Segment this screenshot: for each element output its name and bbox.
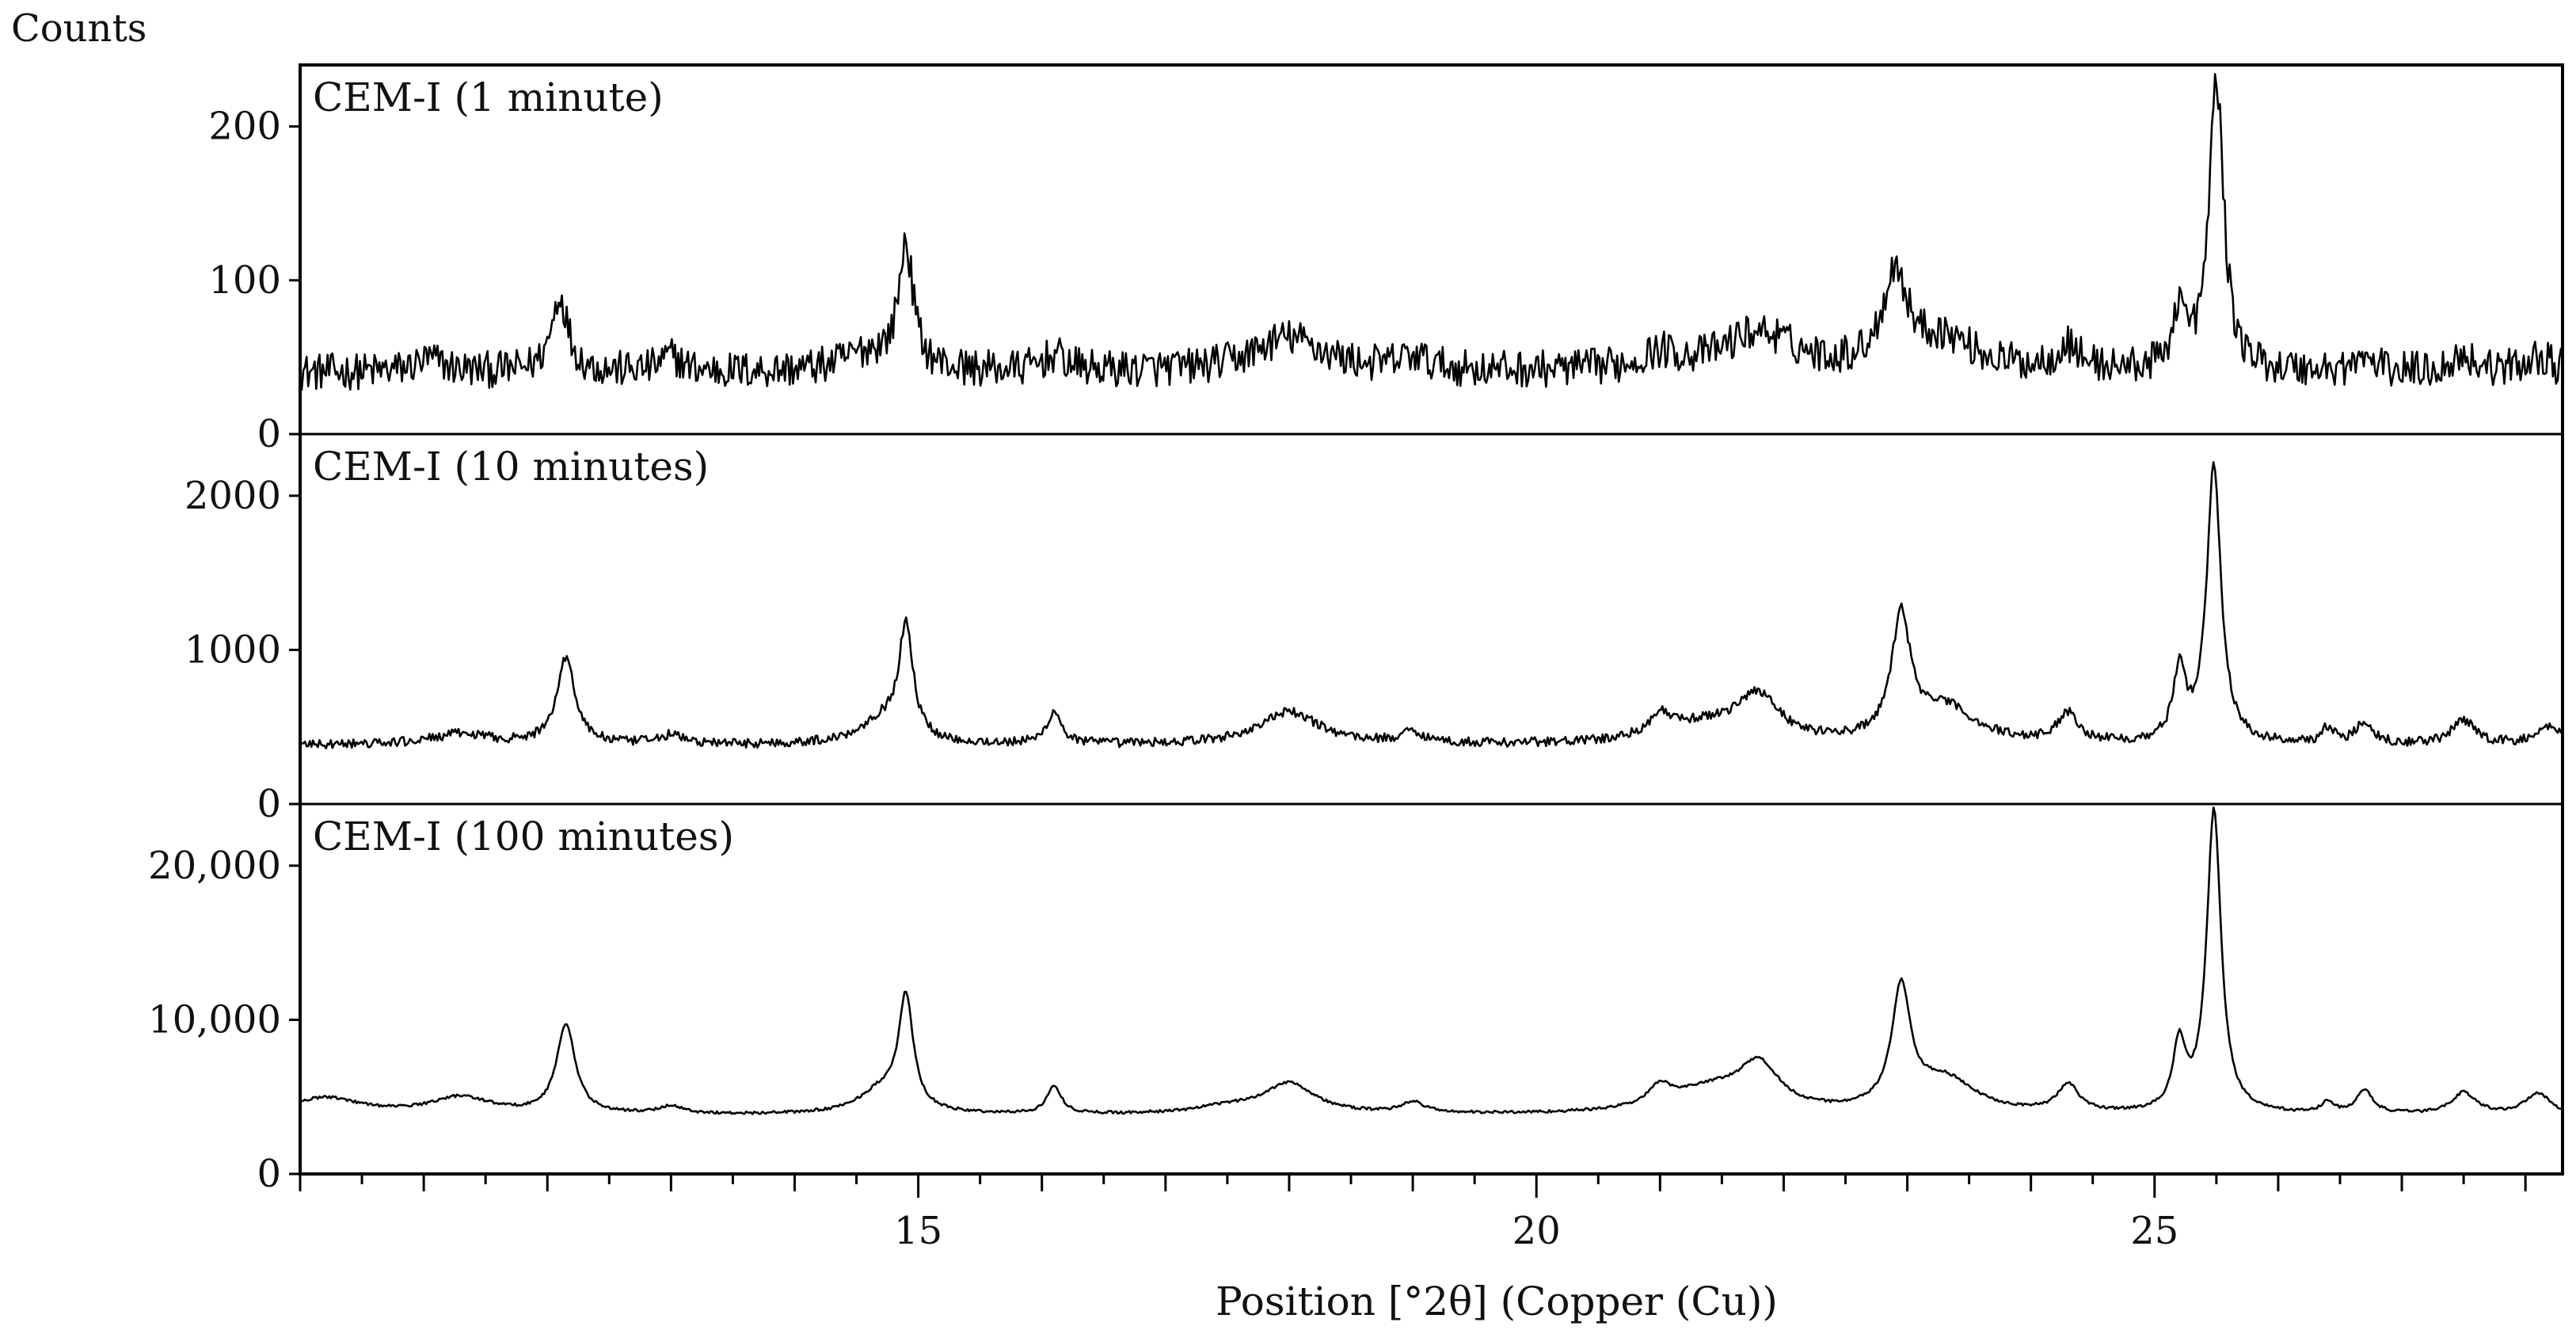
y-tick-label: 20,000 <box>148 844 281 888</box>
x-tick-label: 25 <box>2130 1209 2178 1253</box>
y-tick-label: 10,000 <box>148 997 281 1042</box>
y-axis-title: Counts <box>11 6 146 51</box>
y-tick-label: 0 <box>257 782 281 826</box>
plot-frame <box>299 63 2564 1176</box>
series-line <box>299 806 2563 1115</box>
y-tick-label: 1000 <box>185 627 281 672</box>
panel-label: CEM-I (100 minutes) <box>313 814 734 859</box>
series-line <box>299 73 2564 391</box>
y-tick-label: 0 <box>257 412 281 456</box>
x-tick-label: 20 <box>1512 1209 1561 1253</box>
x-tick-label: 15 <box>894 1209 942 1253</box>
y-tick-label: 0 <box>257 1152 281 1196</box>
y-tick-label: 200 <box>208 105 281 149</box>
panels: 0 100 200 CEM-I (1 minute) 0 1000 2000 CEM-I (1… <box>148 73 2564 1196</box>
panel-label: CEM-I (10 minutes) <box>313 444 709 490</box>
panel-1: 0 100 200 CEM-I (1 minute) <box>208 73 2564 456</box>
y-tick-label: 2000 <box>185 474 281 518</box>
series-line <box>299 461 2563 750</box>
y-tick-label: 100 <box>208 258 281 303</box>
x-axis-title: Position [°2θ] (Copper (Cu)) <box>1216 1279 1778 1324</box>
panel-3: 0 10,000 20,000 CEM-I (100 minutes) <box>148 802 2563 1196</box>
panel-label: CEM-I (1 minute) <box>313 74 664 120</box>
x-axis: 15 20 25 <box>299 1174 2527 1253</box>
panel-2: 0 1000 2000 CEM-I (10 minutes) <box>185 433 2563 826</box>
